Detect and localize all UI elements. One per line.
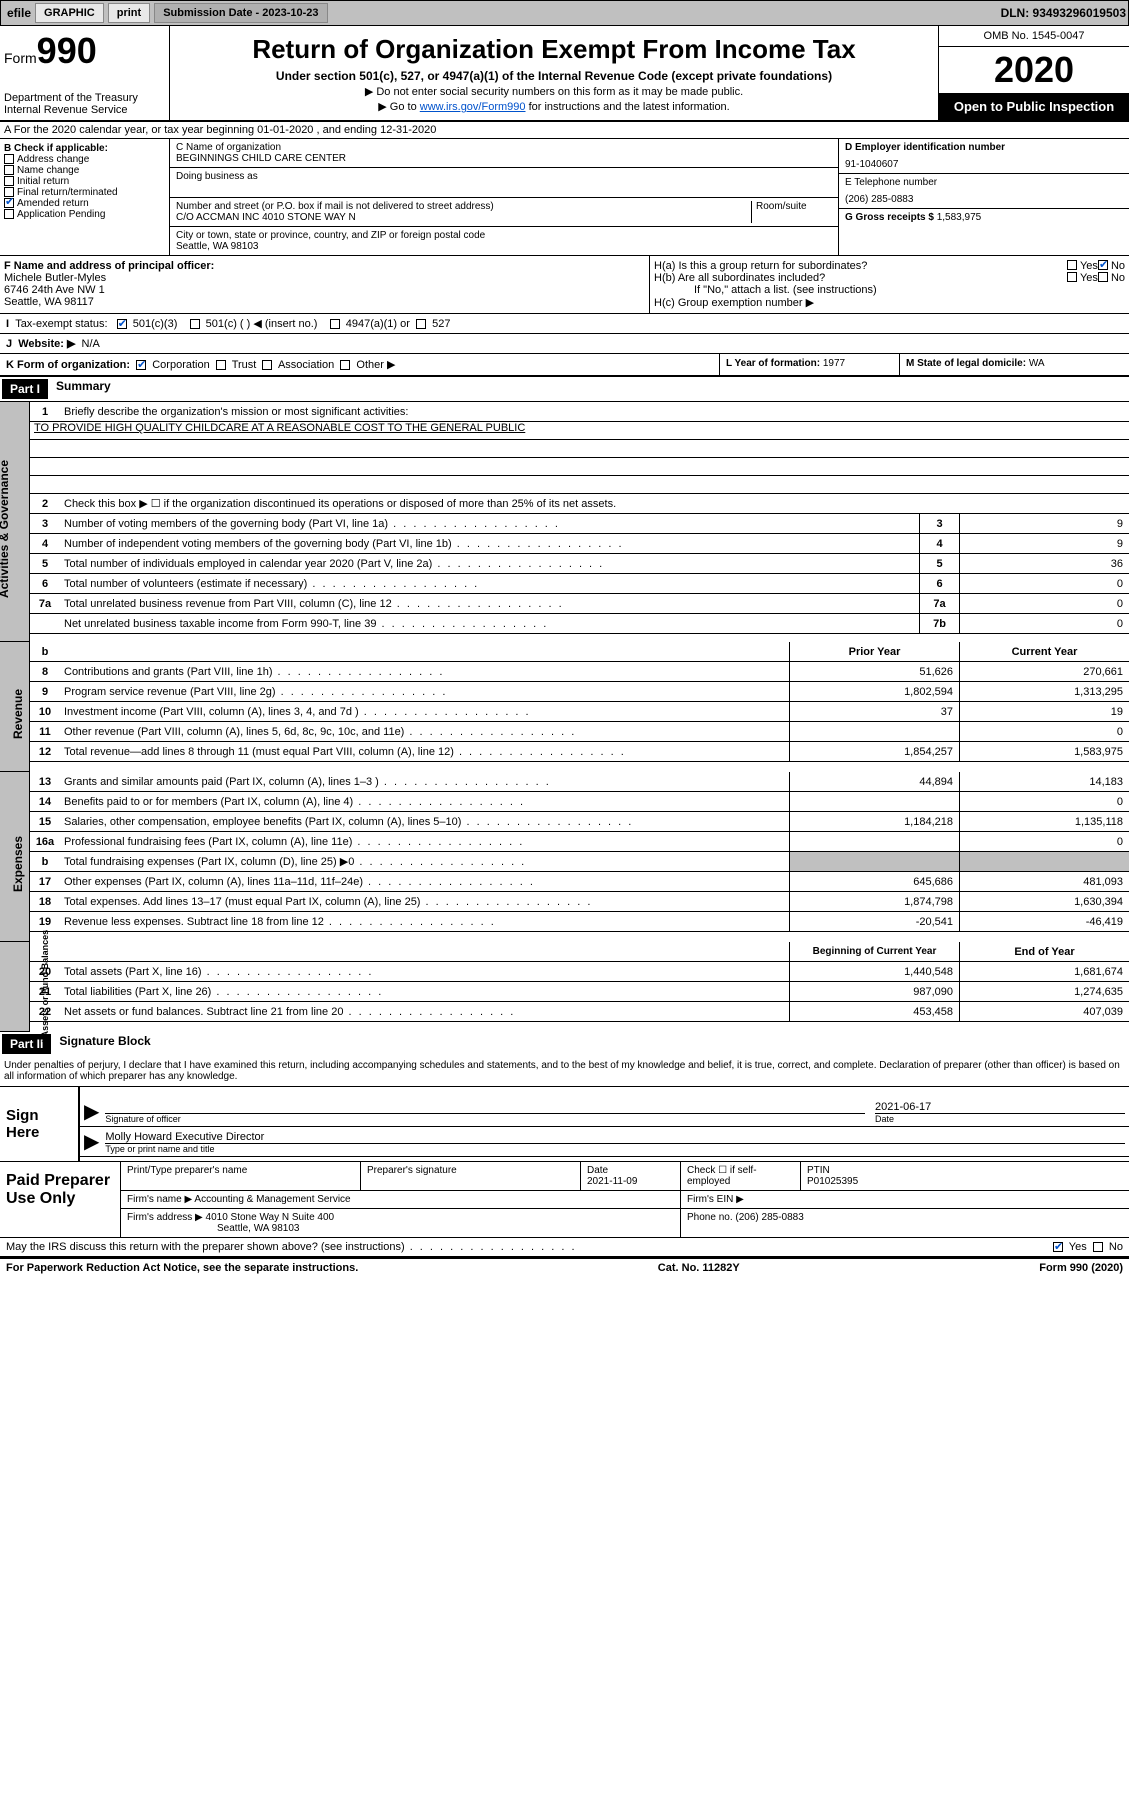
omb-number: OMB No. 1545-0047 [939,26,1129,47]
city: Seattle, WA 98103 [176,241,832,252]
revenue-section: Revenue bPrior YearCurrent Year 8Contrib… [0,642,1129,772]
irs-link[interactable]: www.irs.gov/Form990 [420,101,526,113]
col-h: H(a) Is this a group return for subordin… [649,256,1129,313]
part-i-header: Part I Summary [0,377,1129,402]
suite-label: Room/suite [752,201,832,223]
sign-here-label: Sign Here [0,1087,80,1161]
form-label: Form [4,50,37,66]
dba-label: Doing business as [176,171,832,182]
f-label: F Name and address of principal officer: [4,260,645,272]
form-title: Return of Organization Exempt From Incom… [174,34,934,65]
side-exp: Expenses [11,835,25,891]
arrow-icon: ▶ [84,1129,99,1154]
part-i-title: Summary [56,379,111,393]
row-a: A For the 2020 calendar year, or tax yea… [0,122,1129,139]
note-link: ▶ Go to www.irs.gov/Form990 for instruct… [174,100,934,113]
side-gov: Activities & Governance [0,459,11,597]
form-header: Form990 Department of the Treasury Inter… [0,26,1129,122]
col-f: F Name and address of principal officer:… [0,256,649,313]
street: C/O ACCMAN INC 4010 STONE WAY N [176,212,747,223]
netassets-section: Net Assets or Fund Balances Beginning of… [0,942,1129,1032]
org-name: BEGINNINGS CHILD CARE CENTER [176,153,832,164]
mission: TO PROVIDE HIGH QUALITY CHILDCARE AT A R… [34,422,525,434]
row-fh: F Name and address of principal officer:… [0,256,1129,314]
dln-label: DLN: 93493296019503 [1001,6,1126,20]
discuss-row: May the IRS discuss this return with the… [0,1238,1129,1258]
row-klm: K Form of organization: Corporation Trus… [0,354,1129,377]
graphic-button[interactable]: GRAPHIC [35,3,104,23]
hc-label: H(c) Group exemption number ▶ [654,296,1125,309]
col-b: B Check if applicable: Address change Na… [0,139,170,255]
preparer-section: Paid Preparer Use Only Print/Type prepar… [0,1162,1129,1238]
dept-label: Department of the Treasury Internal Reve… [4,92,165,116]
hb-label: H(b) Are all subordinates included? [654,272,1067,284]
c-name-label: C Name of organization [176,142,832,153]
hb-note: If "No," attach a list. (see instruction… [654,284,1125,296]
header-right: OMB No. 1545-0047 2020 Open to Public In… [939,26,1129,120]
efile-label: efile [7,6,31,20]
paid-prep-label: Paid Preparer Use Only [0,1162,120,1237]
public-inspection: Open to Public Inspection [939,93,1129,120]
part-i-badge: Part I [2,379,48,399]
officer-addr2: Seattle, WA 98117 [4,296,645,308]
sign-here-row: Sign Here ▶Signature of officer2021-06-1… [0,1086,1129,1162]
penalty-text: Under penalties of perjury, I declare th… [0,1056,1129,1086]
header-left: Form990 Department of the Treasury Inter… [0,26,170,120]
gross-label: G Gross receipts $ [845,212,934,223]
ein-label: D Employer identification number [845,142,1123,153]
section-bcd: B Check if applicable: Address change Na… [0,139,1129,256]
cb-initial[interactable] [4,176,14,186]
cb-name[interactable] [4,165,14,175]
ein: 91-1040607 [845,159,1123,170]
col-k: K Form of organization: Corporation Trus… [0,354,719,375]
tax-year: 2020 [939,47,1129,93]
ha-label: H(a) Is this a group return for subordin… [654,260,1067,272]
header-center: Return of Organization Exempt From Incom… [170,26,939,120]
arrow-icon: ▶ [84,1099,99,1124]
note-ssn: ▶ Do not enter social security numbers o… [174,85,934,98]
cb-amended[interactable] [4,198,14,208]
cb-addr[interactable] [4,154,14,164]
tel: (206) 285-0883 [845,194,1123,205]
submission-date: Submission Date - 2023-10-23 [154,3,327,23]
form-subtitle: Under section 501(c), 527, or 4947(a)(1)… [174,69,934,83]
part-ii-header: Part II Signature Block [0,1032,1129,1056]
topbar: efile GRAPHIC print Submission Date - 20… [0,0,1129,26]
print-button[interactable]: print [108,3,150,23]
form-number: 990 [37,30,97,71]
city-label: City or town, state or province, country… [176,230,832,241]
officer-addr1: 6746 24th Ave NW 1 [4,284,645,296]
side-net: Net Assets or Fund Balances [40,929,50,1053]
gross: 1,583,975 [937,212,982,223]
expenses-section: Expenses 13Grants and similar amounts pa… [0,772,1129,942]
row-i: I Tax-exempt status: 501(c)(3) 501(c) ( … [0,314,1129,334]
governance-section: Activities & Governance 1Briefly describ… [0,402,1129,642]
tel-label: E Telephone number [845,177,1123,188]
side-rev: Revenue [11,688,25,738]
cb-501c3[interactable] [117,319,127,329]
b-label: B Check if applicable: [4,143,165,154]
footer: For Paperwork Reduction Act Notice, see … [0,1258,1129,1277]
officer-name: Michele Butler-Myles [4,272,645,284]
street-label: Number and street (or P.O. box if mail i… [176,201,747,212]
col-c: C Name of organization BEGINNINGS CHILD … [170,139,839,255]
cb-app[interactable] [4,209,14,219]
col-d: D Employer identification number 91-1040… [839,139,1129,255]
part-ii-title: Signature Block [59,1034,150,1048]
row-j: J Website: ▶ N/A [0,334,1129,354]
